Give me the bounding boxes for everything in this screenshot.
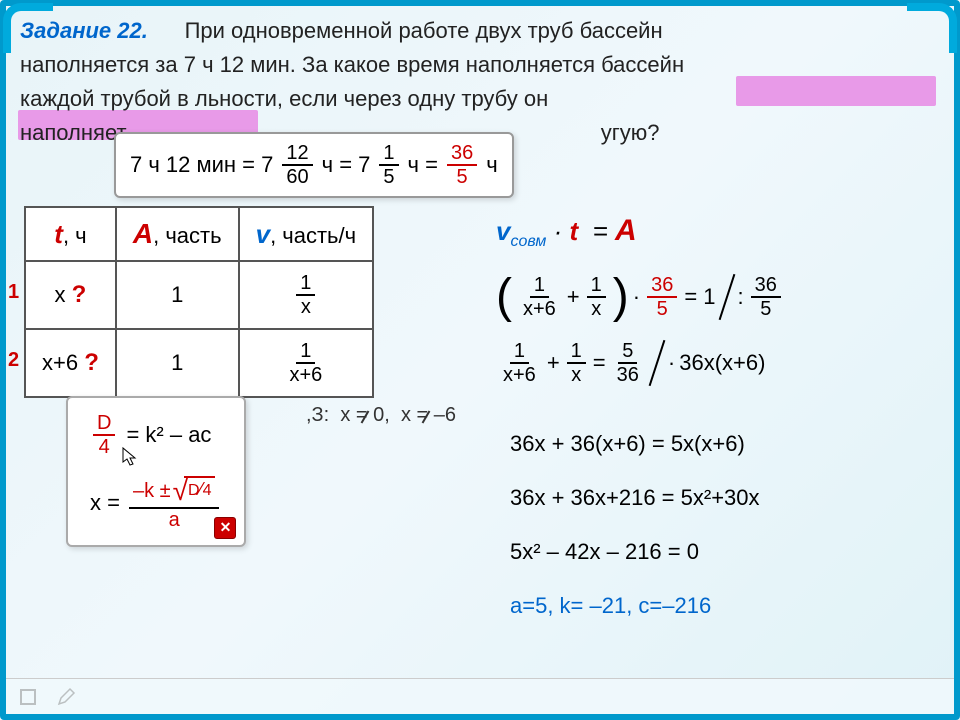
task-label: Задание 22. <box>20 18 148 43</box>
cursor-icon <box>121 446 139 474</box>
cell-value: 1x+6 <box>239 329 374 397</box>
bottom-toolbar <box>6 678 954 714</box>
cell-value: x <box>55 282 66 307</box>
combined-rate-formula: vсовм · t = A <box>496 214 936 251</box>
pen-icon[interactable] <box>56 687 76 707</box>
fraction: 36 5 <box>447 142 477 188</box>
equation-line: 36x + 36(x+6) = 5x(x+6) <box>510 422 760 466</box>
conv-text: 7 ч 12 мин = 7 <box>130 152 273 178</box>
problem-text: угую? <box>601 120 660 145</box>
algebra-steps: 36x + 36(x+6) = 5x(x+6) 36x + 36x+216 = … <box>510 422 760 638</box>
problem-statement: Задание 22. При одновременной работе дву… <box>20 14 940 150</box>
problem-text: наполняет <box>20 120 127 145</box>
conv-text: ч = <box>408 152 438 178</box>
conv-text: ч = 7 <box>322 152 371 178</box>
col-header-time: t, ч <box>25 207 116 261</box>
question-mark: ? <box>72 281 87 308</box>
equation-work: vсовм · t = A ( 1x+6 + 1x ) · 365 = 1 : … <box>496 214 936 405</box>
fraction: –k ± √ D⁄4 a <box>129 476 220 531</box>
col-header-rate: v, часть/ч <box>239 207 374 261</box>
fraction: 1 5 <box>379 142 398 188</box>
col-header-work: A, часть <box>116 207 239 261</box>
problem-text: каждой трубой в льности, если через одну… <box>20 86 548 111</box>
conv-text: ч <box>486 152 497 178</box>
domain-restriction: ,З: x = 0, x = –6 <box>306 404 456 427</box>
cell-value: 1 <box>116 261 239 329</box>
close-icon[interactable]: ✕ <box>214 517 236 539</box>
row-number: 1 <box>8 281 19 304</box>
discriminant-formula-tooltip: D 4 = k² – ac x = –k ± √ D⁄4 a <box>66 396 246 547</box>
work-rate-table: t, ч A, часть v, часть/ч 1 x ? 1 1x <box>24 206 374 398</box>
slide-content: Задание 22. При одновременной работе дву… <box>6 6 954 158</box>
cell-value: 1 <box>116 329 239 397</box>
equation-line: 1x+6 + 1x = 536 · 36x(x+6) <box>496 339 936 387</box>
equation-line: 36x + 36x+216 = 5x²+30x <box>510 476 760 520</box>
problem-text: При одновременной работе двух труб бассе… <box>185 18 663 43</box>
equation-line: ( 1x+6 + 1x ) · 365 = 1 : 365 <box>496 273 936 321</box>
tool-icon[interactable] <box>18 687 38 707</box>
cell-value: x+6 <box>42 350 78 375</box>
row-number: 2 <box>8 349 19 372</box>
table-row: 2 x+6 ? 1 1x+6 <box>25 329 373 397</box>
table-row: 1 x ? 1 1x <box>25 261 373 329</box>
coefficients: a=5, k= –21, c=–216 <box>510 584 760 628</box>
formula-text: x = <box>90 490 120 516</box>
fraction: 12 60 <box>282 142 312 188</box>
equation-line: 5x² – 42x – 216 = 0 <box>510 530 760 574</box>
cell-value: 1x <box>239 261 374 329</box>
formula-text: = k² – ac <box>126 422 211 448</box>
problem-text: наполняется за 7 ч 12 мин. За какое врем… <box>20 52 684 77</box>
fraction: D 4 <box>93 412 115 458</box>
time-conversion-tooltip: 7 ч 12 мин = 7 12 60 ч = 7 1 5 ч = 36 5 … <box>114 132 514 198</box>
question-mark: ? <box>84 349 99 376</box>
